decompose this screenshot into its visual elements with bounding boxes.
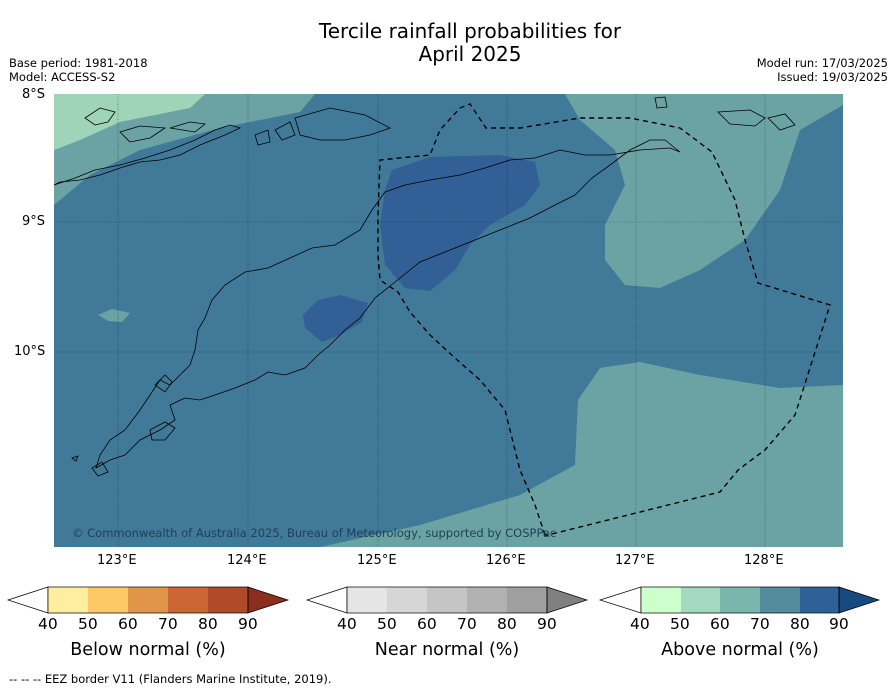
island-north-1	[84, 107, 116, 126]
title-line-2: April 2025	[418, 42, 522, 66]
cb-below-tick: 60	[118, 615, 138, 633]
cb-above-high-triangle	[838, 586, 881, 614]
island-ne-3	[654, 96, 668, 109]
cb-above-bin-5	[800, 587, 839, 613]
cb-above-tick: 70	[750, 615, 770, 633]
region-60-70-se	[320, 362, 843, 547]
cb-above-label: Above normal (%)	[661, 640, 819, 660]
cb-above-bin-3	[720, 587, 760, 613]
cb-above-low-triangle	[598, 586, 642, 614]
cb-above-bin-4	[760, 587, 800, 613]
meta-left: Base period: 1981-2018 Model: ACCESS-S2	[9, 56, 148, 84]
cb-above-tick: 40	[630, 615, 650, 633]
colorbar-below	[6, 586, 290, 614]
cb-near-tick: 40	[337, 615, 357, 633]
island-north-5	[274, 121, 296, 141]
island-sw-2	[91, 461, 109, 477]
cb-below-bin-2	[88, 587, 128, 613]
timor-coastline	[95, 139, 681, 469]
island-ne-1	[717, 109, 766, 127]
cb-below-high-triangle	[247, 586, 290, 614]
cb-below-tick: 70	[158, 615, 178, 633]
cb-below-tick: 40	[38, 615, 58, 633]
lat-label-10s: 10°S	[14, 344, 46, 359]
cb-near-high-triangle	[546, 586, 589, 614]
cb-near-bin-2	[387, 587, 427, 613]
cb-near-tick: 50	[377, 615, 397, 633]
cb-below-bin-1	[48, 587, 88, 613]
meta-right: Model run: 17/03/2025 Issued: 19/03/2025	[757, 56, 888, 84]
colorbars	[6, 586, 881, 614]
cb-above-bin-1	[641, 587, 681, 613]
island-north-4	[294, 107, 392, 141]
region-80-90-north	[380, 155, 540, 291]
cb-above-bin-2	[681, 587, 720, 613]
island-north-3	[169, 121, 206, 133]
cb-below-label: Below normal (%)	[70, 640, 226, 660]
lon-label-123e: 123°E	[97, 553, 137, 568]
map-title: Tercile rainfall probabilities for April…	[0, 20, 896, 66]
cb-below-bin-5	[208, 587, 248, 613]
region-60-70-ne	[565, 94, 843, 288]
colorbar-near	[305, 586, 589, 614]
cb-near-bin-5	[507, 587, 547, 613]
lat-label-8s: 8°S	[22, 87, 46, 102]
island-ne-2	[767, 113, 796, 131]
cb-near-bin-1	[347, 587, 387, 613]
lon-label-128e: 128°E	[744, 553, 784, 568]
copyright-text: © Commonwealth of Australia 2025, Bureau…	[72, 526, 557, 540]
lon-label-127e: 127°E	[615, 553, 655, 568]
island-sw-4	[154, 374, 173, 393]
island-sw-3	[71, 455, 79, 462]
lon-label-126e: 126°E	[486, 553, 526, 568]
cb-below-tick: 90	[238, 615, 258, 633]
cb-above-tick: 50	[670, 615, 690, 633]
cb-below-low-triangle	[6, 586, 49, 614]
issued-date: Issued: 19/03/2025	[777, 70, 888, 84]
cb-above-tick: 60	[710, 615, 730, 633]
island-sw-1	[149, 421, 176, 441]
lon-label-125e: 125°E	[357, 553, 397, 568]
cb-near-tick: 70	[457, 615, 477, 633]
lon-label-124e: 124°E	[227, 553, 267, 568]
graticule	[54, 94, 843, 547]
island-north-2	[119, 125, 167, 143]
colorbar-above	[598, 586, 881, 614]
cb-below-tick: 50	[78, 615, 98, 633]
cb-near-bin-3	[427, 587, 467, 613]
cb-below-tick: 80	[198, 615, 218, 633]
probability-field	[54, 94, 843, 547]
flores-coastline	[54, 124, 242, 186]
cb-below-bin-4	[168, 587, 208, 613]
cb-near-low-triangle	[305, 586, 348, 614]
cb-near-tick: 90	[537, 615, 557, 633]
cb-near-label: Near normal (%)	[374, 640, 520, 660]
cb-above-tick: 90	[829, 615, 849, 633]
coastlines	[54, 96, 796, 477]
island-north-6	[254, 129, 271, 146]
cb-above-tick: 80	[790, 615, 810, 633]
region-80-90-south	[303, 295, 368, 342]
base-period: Base period: 1981-2018	[9, 56, 148, 70]
cb-near-tick: 60	[417, 615, 437, 633]
eez-legend-note: -- -- -- EEZ border V11 (Flanders Marine…	[9, 672, 332, 686]
lat-label-9s: 9°S	[22, 214, 46, 229]
cb-near-tick: 80	[497, 615, 517, 633]
title-line-1: Tercile rainfall probabilities for	[318, 19, 622, 43]
cb-below-bin-3	[128, 587, 168, 613]
model-run: Model run: 17/03/2025	[756, 56, 888, 70]
eez-border	[377, 103, 831, 536]
cb-near-bin-4	[467, 587, 507, 613]
region-50-60-nw	[54, 94, 205, 150]
model-name: Model: ACCESS-S2	[9, 70, 116, 84]
region-60-70-patch	[98, 309, 130, 322]
